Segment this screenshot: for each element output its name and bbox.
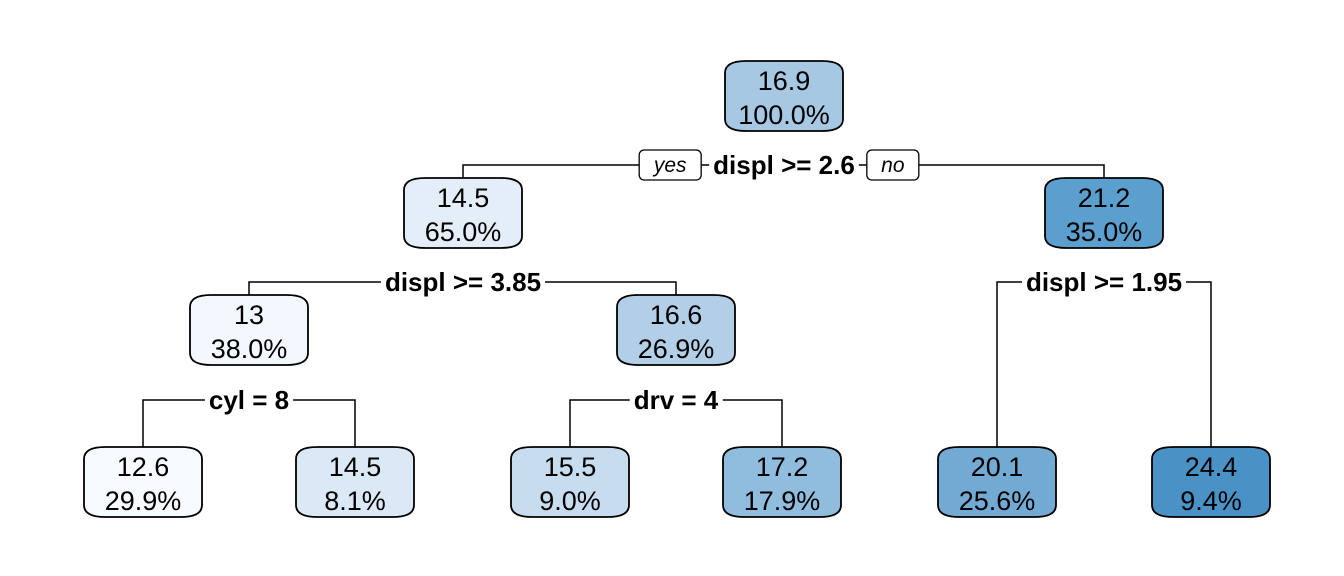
tree-node: 24.4 9.4% <box>1151 446 1271 518</box>
split-label-n4: cyl = 8 <box>209 385 289 415</box>
tree-node: 12.6 29.9% <box>83 446 203 518</box>
tree-node: 17.2 17.9% <box>722 446 842 518</box>
node-value: 15.5 <box>544 452 597 482</box>
split-label-bg <box>204 386 294 414</box>
node-value: 14.5 <box>437 183 490 213</box>
node-percent: 29.9% <box>105 486 182 516</box>
tree-node: 14.5 8.1% <box>295 446 415 518</box>
node-percent: 100.0% <box>738 100 830 130</box>
yes-tag <box>638 149 702 181</box>
split-label-n2: displ >= 3.85 <box>385 267 541 297</box>
node-box <box>1151 446 1271 518</box>
node-value: 12.6 <box>117 452 170 482</box>
node-percent: 35.0% <box>1066 217 1143 247</box>
split-label-bg <box>709 151 859 179</box>
node-box <box>83 446 203 518</box>
node-value: 16.6 <box>650 300 703 330</box>
tree-node: 16.9 100.0% <box>724 60 844 132</box>
node-percent: 25.6% <box>959 486 1036 516</box>
node-percent: 9.4% <box>1180 486 1242 516</box>
node-box <box>1044 177 1164 249</box>
node-value: 16.9 <box>758 66 811 96</box>
node-value: 21.2 <box>1078 183 1131 213</box>
split-label-n1: displ >= 2.6 <box>713 150 855 180</box>
tree-node: 13 38.0% <box>189 294 309 366</box>
node-box <box>189 294 309 366</box>
split-label-n3: displ >= 1.95 <box>1026 267 1182 297</box>
no-label: no <box>881 154 905 177</box>
node-box <box>724 60 844 132</box>
split-label-bg <box>1021 268 1187 296</box>
yes-label: yes <box>652 154 687 177</box>
node-value: 20.1 <box>971 452 1024 482</box>
node-percent: 9.0% <box>539 486 601 516</box>
node-box <box>616 294 736 366</box>
node-value: 17.2 <box>756 452 809 482</box>
split-label-n5: drv = 4 <box>634 385 719 415</box>
node-box <box>295 446 415 518</box>
node-box <box>403 177 523 249</box>
node-value: 14.5 <box>329 452 382 482</box>
node-percent: 8.1% <box>324 486 386 516</box>
edge-n3 <box>996 281 1212 447</box>
node-value: 13 <box>234 300 264 330</box>
split-label-bg <box>629 386 723 414</box>
no-tag <box>866 149 920 181</box>
node-value: 24.4 <box>1185 452 1238 482</box>
tree-node: 16.6 26.9% <box>616 294 736 366</box>
tree-node: 14.5 65.0% <box>403 177 523 249</box>
tree-node: 15.5 9.0% <box>510 446 630 518</box>
split-labels: displ >= 2.6 yes no displ >= 3.85 displ >= 1… <box>204 149 1187 415</box>
node-percent: 17.9% <box>744 486 821 516</box>
tree-node: 20.1 25.6% <box>937 446 1057 518</box>
node-box <box>510 446 630 518</box>
node-percent: 26.9% <box>638 334 715 364</box>
node-percent: 38.0% <box>211 334 288 364</box>
nodes: 16.9 100.0% 14.5 65.0% 21.2 35.0% 13 38.0% 16.6 2… <box>83 60 1271 518</box>
split-label-bg <box>380 268 546 296</box>
node-box <box>937 446 1057 518</box>
node-percent: 65.0% <box>425 217 502 247</box>
node-box <box>722 446 842 518</box>
tree-node: 21.2 35.0% <box>1044 177 1164 249</box>
